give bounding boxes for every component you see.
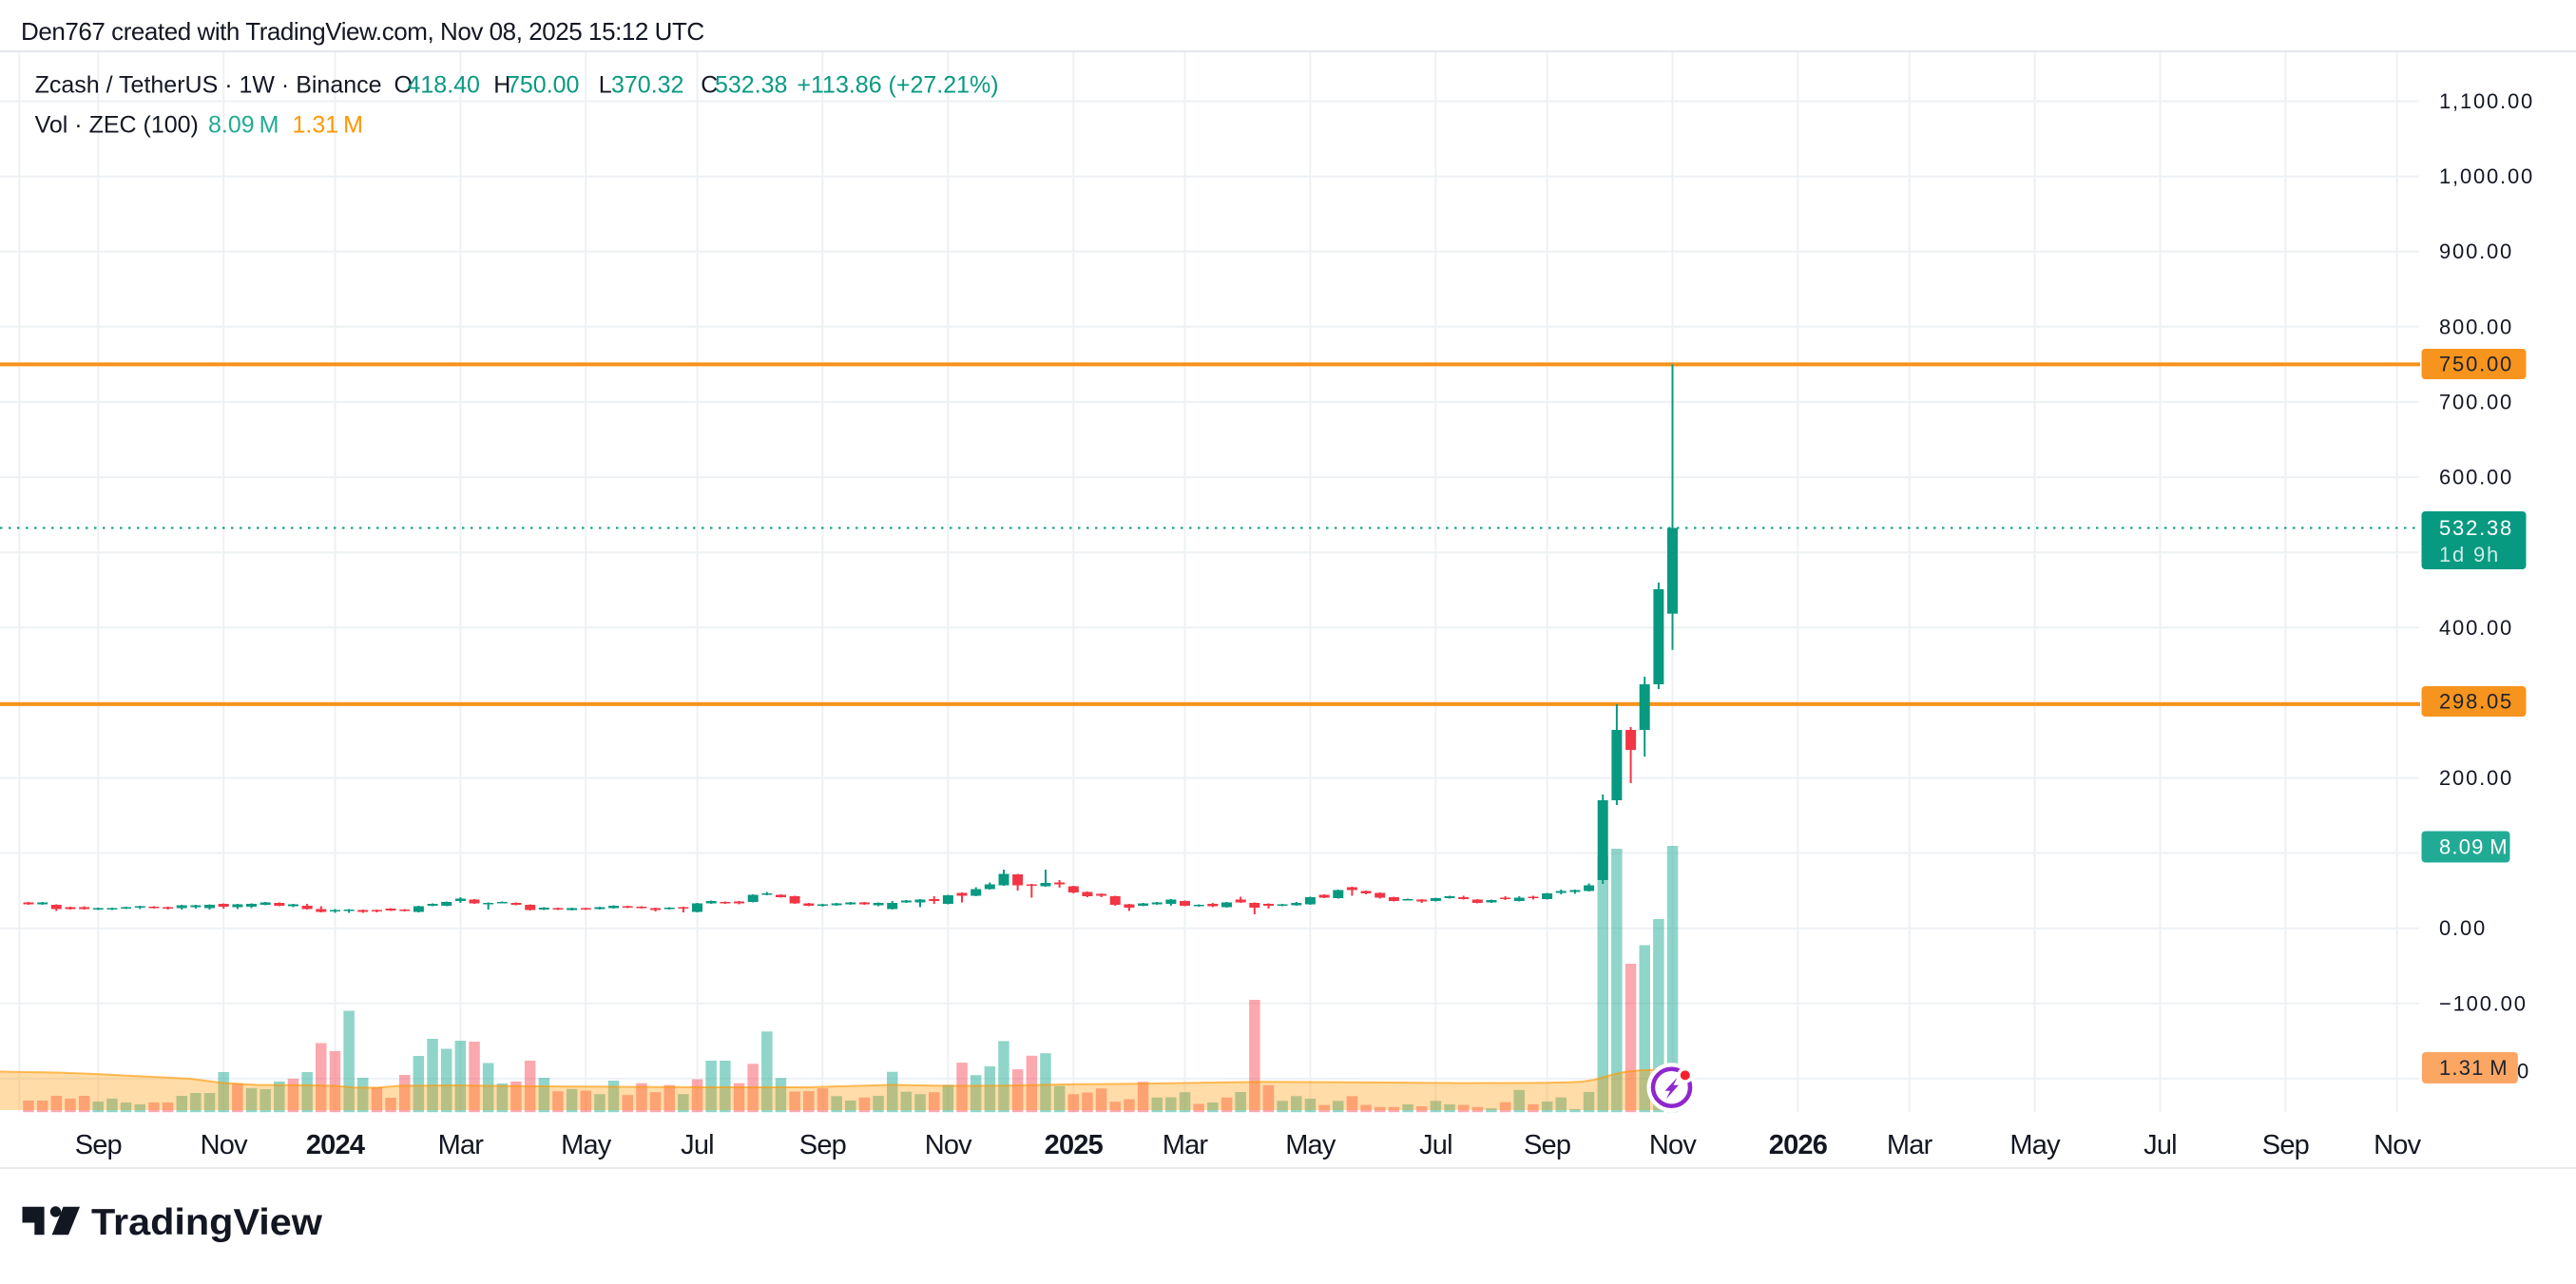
svg-text:0: 0 <box>2517 1060 2530 1083</box>
svg-text:2024: 2024 <box>306 1130 365 1160</box>
svg-text:532.38: 532.38 <box>715 72 787 99</box>
svg-text:600.00: 600.00 <box>2439 466 2513 489</box>
svg-text:C: C <box>701 72 718 99</box>
svg-text:298.05: 298.05 <box>2439 690 2513 714</box>
svg-text:370.32: 370.32 <box>611 72 683 99</box>
svg-text:532.38: 532.38 <box>2439 516 2513 540</box>
svg-text:TradingView: TradingView <box>91 1202 323 1243</box>
svg-text:750.00: 750.00 <box>507 72 579 99</box>
svg-text:+113.86 (+27.21%): +113.86 (+27.21%) <box>797 72 998 99</box>
svg-text:1.31 M: 1.31 M <box>2439 1056 2509 1080</box>
svg-text:Nov: Nov <box>1649 1130 1697 1160</box>
svg-text:400.00: 400.00 <box>2439 616 2513 640</box>
svg-text:900.00: 900.00 <box>2439 240 2513 263</box>
svg-text:1,100.00: 1,100.00 <box>2439 89 2534 113</box>
svg-text:May: May <box>561 1130 612 1160</box>
svg-text:200.00: 200.00 <box>2439 766 2513 790</box>
svg-text:Sep: Sep <box>75 1130 122 1160</box>
svg-text:Vol · ZEC (100): Vol · ZEC (100) <box>35 112 199 139</box>
svg-text:Sep: Sep <box>799 1130 846 1160</box>
svg-text:1,000.00: 1,000.00 <box>2439 164 2534 188</box>
svg-text:8.09 M: 8.09 M <box>2439 835 2509 859</box>
svg-text:2025: 2025 <box>1045 1130 1104 1160</box>
svg-text:0.00: 0.00 <box>2439 916 2487 940</box>
svg-text:Jul: Jul <box>2143 1130 2177 1160</box>
svg-text:Mar: Mar <box>1163 1130 1209 1160</box>
svg-text:1.31 M: 1.31 M <box>293 112 364 139</box>
svg-text:May: May <box>1285 1130 1336 1160</box>
svg-text:Sep: Sep <box>2262 1130 2309 1160</box>
svg-text:Den767 created with TradingVie: Den767 created with TradingView.com, Nov… <box>21 17 704 46</box>
svg-text:Jul: Jul <box>681 1130 714 1160</box>
svg-text:Sep: Sep <box>1524 1130 1570 1160</box>
svg-text:700.00: 700.00 <box>2439 391 2513 414</box>
svg-text:8.09 M: 8.09 M <box>208 112 279 139</box>
svg-text:Zcash / TetherUS · 1W · Binanc: Zcash / TetherUS · 1W · Binance <box>35 72 382 99</box>
svg-text:418.40: 418.40 <box>408 72 480 99</box>
svg-text:Nov: Nov <box>201 1130 248 1160</box>
svg-text:2026: 2026 <box>1769 1130 1828 1160</box>
svg-text:Jul: Jul <box>1419 1130 1452 1160</box>
svg-text:750.00: 750.00 <box>2439 353 2513 376</box>
svg-text:L: L <box>599 72 612 99</box>
svg-text:800.00: 800.00 <box>2439 315 2513 338</box>
svg-text:1d 9h: 1d 9h <box>2439 543 2500 566</box>
svg-text:May: May <box>2009 1130 2061 1160</box>
svg-text:Mar: Mar <box>438 1130 485 1160</box>
svg-text:Nov: Nov <box>925 1130 972 1160</box>
svg-text:Nov: Nov <box>2374 1130 2421 1160</box>
svg-text:Mar: Mar <box>1887 1130 1933 1160</box>
svg-text:H: H <box>493 72 510 99</box>
svg-text:−100.00: −100.00 <box>2439 991 2528 1015</box>
svg-text:O: O <box>394 72 413 99</box>
